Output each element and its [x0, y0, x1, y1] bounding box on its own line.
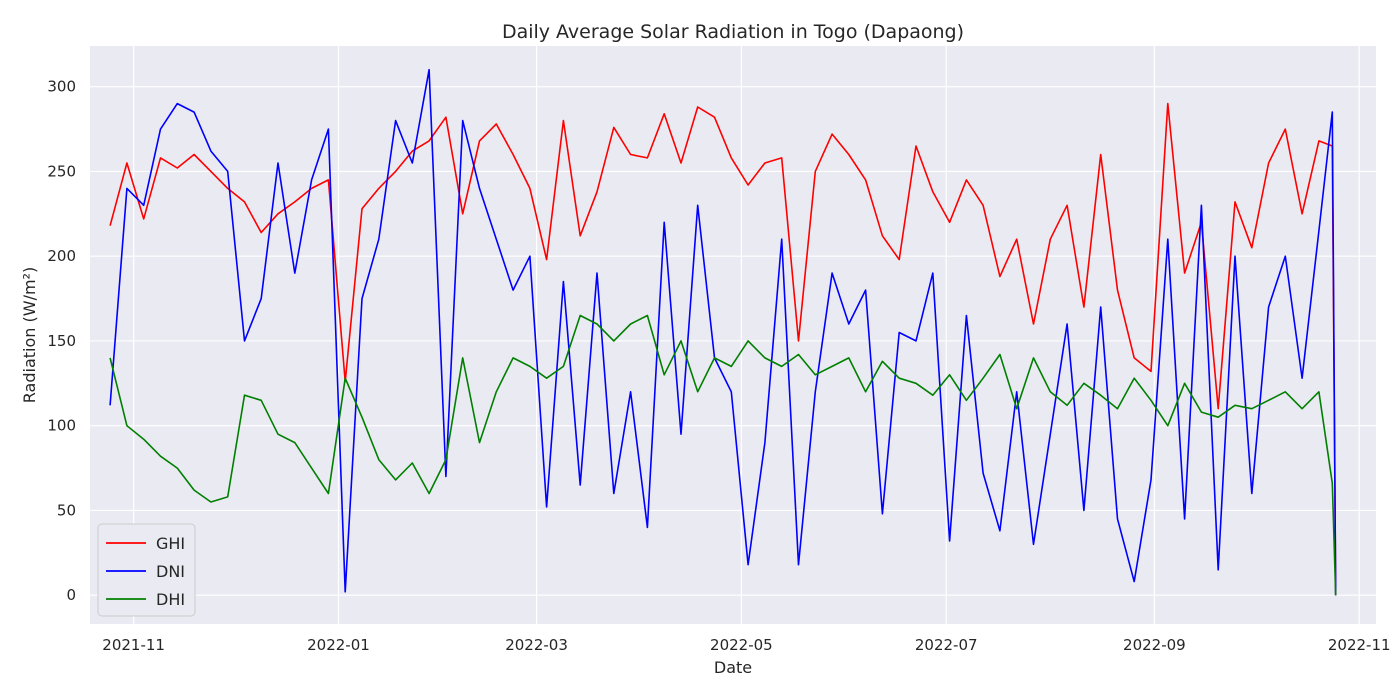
legend-label-ghi: GHI: [156, 534, 185, 553]
x-tick-label: 2022-09: [1123, 636, 1186, 654]
series-line-ghi: [109, 102, 1337, 596]
y-tick-label: 150: [47, 332, 76, 350]
y-tick-label: 0: [66, 586, 76, 604]
chart-title: Daily Average Solar Radiation in Togo (D…: [502, 21, 964, 43]
plot-area: [90, 46, 1376, 624]
y-tick-label: 250: [47, 162, 76, 180]
y-tick-label: 100: [47, 417, 76, 435]
x-tick-labels: 2021-11 2022-01 2022-03 2022-05 2022-07 2022-…: [102, 636, 1390, 654]
legend: GHI DNI DHI: [97, 523, 196, 617]
x-tick-label: 2022-01: [307, 636, 370, 654]
legend-box: [97, 523, 196, 617]
x-axis-label: Date: [714, 658, 752, 677]
legend-label-dhi: DHI: [156, 590, 185, 609]
x-tick-label: 2022-11: [1328, 636, 1391, 654]
y-axis-label: Radiation (W/m²): [20, 267, 39, 403]
legend-label-dni: DNI: [156, 562, 185, 581]
y-tick-label: 200: [47, 247, 76, 265]
series-line-dni: [109, 68, 1337, 596]
series-layer: [109, 68, 1337, 596]
y-tick-label: 50: [57, 501, 76, 519]
y-tick-labels: 0 50 100 150 200 250 300: [47, 78, 76, 605]
x-tick-label: 2022-07: [915, 636, 978, 654]
grid-lines: [90, 46, 1376, 624]
x-tick-label: 2022-05: [710, 636, 773, 654]
y-tick-label: 300: [47, 78, 76, 96]
series-line-dhi: [109, 314, 1337, 596]
x-tick-label: 2022-03: [505, 636, 568, 654]
x-tick-label: 2021-11: [102, 636, 165, 654]
